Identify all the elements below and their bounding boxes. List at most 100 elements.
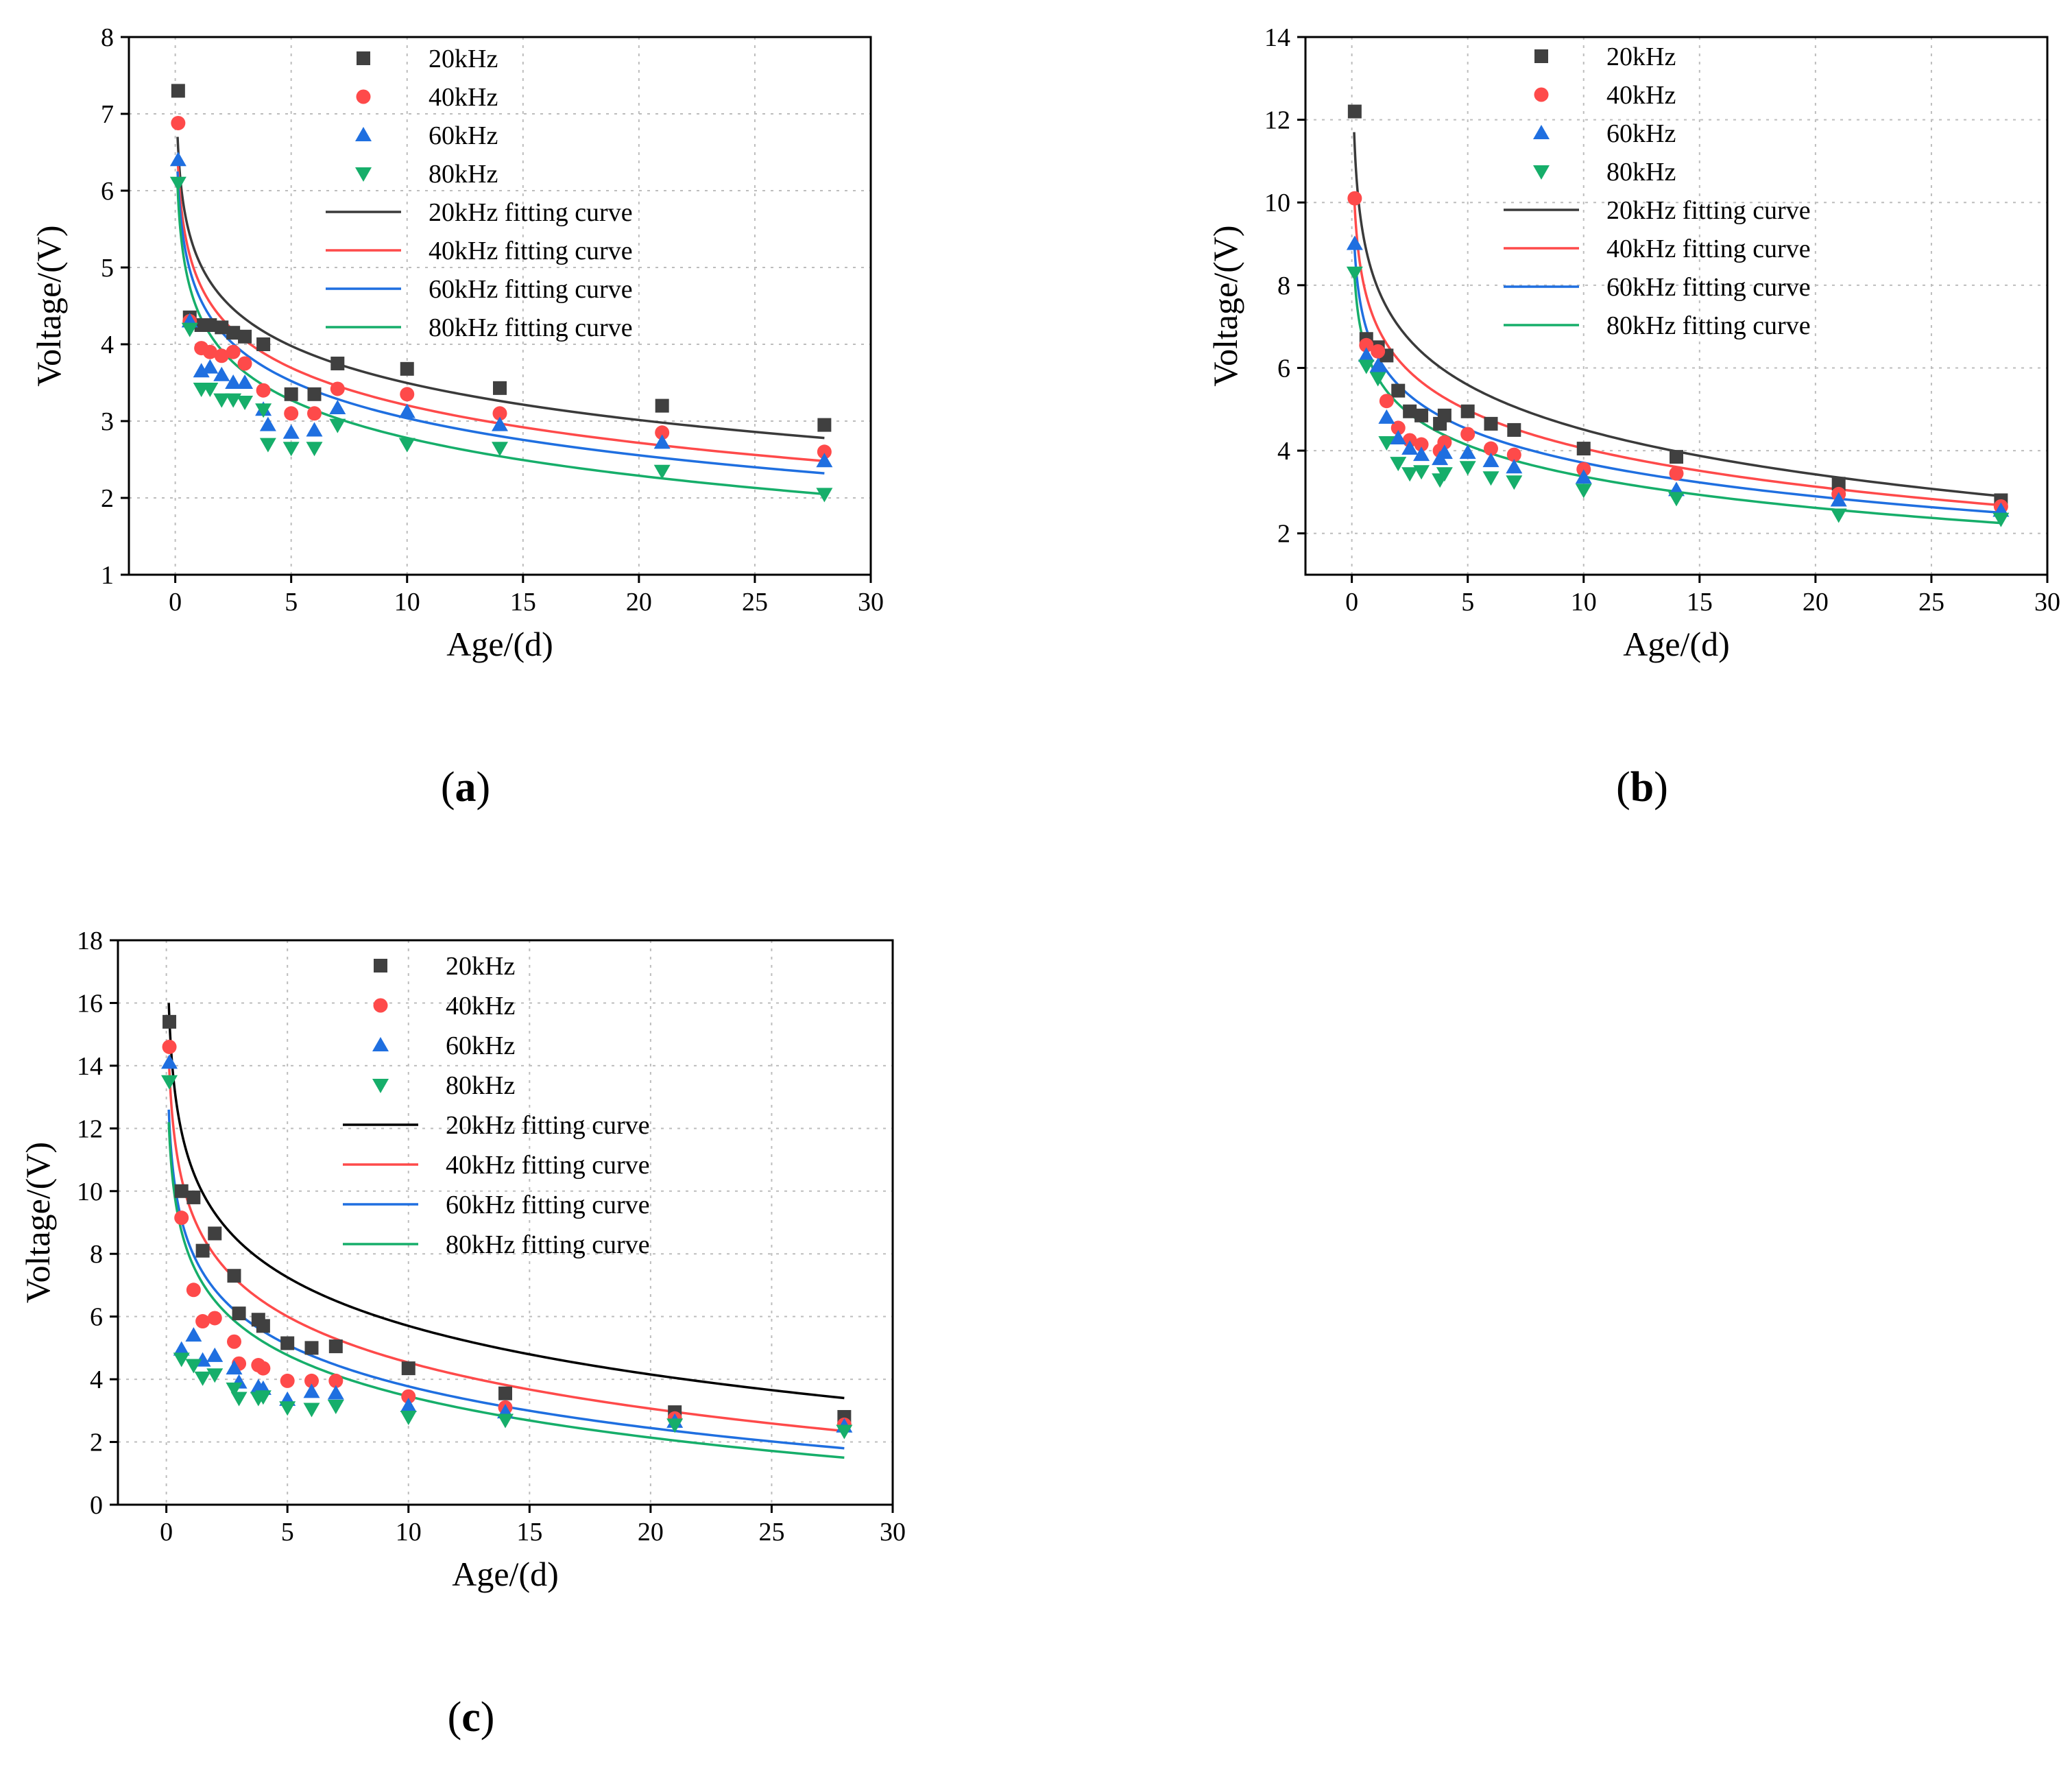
chart-panel-a: 0 5 10 15 20 25 30 1 2 3 4 5 6 7 8 Age/(d) Voltage/(V) 20… [29, 23, 884, 811]
x-axis-title: Age/(d) [1623, 625, 1730, 663]
point-20kHz [817, 418, 832, 432]
point-80kHz [1346, 266, 1363, 281]
point-60kHz [327, 1385, 344, 1400]
point-80kHz [329, 418, 346, 433]
point-40kHz [492, 406, 507, 421]
legend-label: 60kHz [1606, 119, 1676, 148]
x-tick-label: 10 [1571, 588, 1597, 617]
point-40kHz [214, 348, 229, 363]
y-tick-label: 16 [77, 989, 103, 1018]
legend-label: 20kHz [446, 952, 515, 981]
point-40kHz [1359, 337, 1374, 353]
point-20kHz [1484, 416, 1498, 431]
x-tick-label: 15 [1687, 588, 1713, 617]
point-60kHz [398, 403, 415, 418]
point-80kHz [225, 393, 242, 408]
legend-marker-80kHz [355, 167, 372, 182]
point-20kHz [1437, 408, 1451, 422]
x-tick-label: 15 [516, 1518, 542, 1547]
legend-label: 80kHz fitting curve [1606, 311, 1811, 340]
point-80kHz [169, 176, 186, 191]
legend-label: 40kHz [446, 992, 515, 1021]
data-points [1346, 104, 2010, 527]
point-60kHz [206, 1347, 224, 1362]
legend-marker-20kHz [357, 51, 370, 65]
point-40kHz [817, 444, 832, 460]
point-20kHz [304, 1341, 319, 1355]
point-40kHz [174, 1210, 189, 1226]
point-60kHz [303, 1383, 320, 1398]
y-tick-label: 12 [1264, 106, 1290, 135]
point-20kHz [280, 1336, 295, 1350]
point-40kHz [1390, 420, 1406, 435]
point-80kHz [230, 1392, 248, 1407]
legend-label: 60kHz fitting curve [429, 275, 633, 304]
point-80kHz [1401, 467, 1419, 482]
x-tick-label: 5 [281, 1518, 294, 1547]
legend-marker-60kHz [355, 127, 372, 141]
legend-label: 60kHz fitting curve [1606, 273, 1811, 302]
point-80kHz [1358, 359, 1375, 374]
point-60kHz [282, 424, 300, 439]
point-40kHz [186, 1282, 201, 1298]
point-20kHz [162, 1014, 177, 1029]
point-40kHz [307, 406, 322, 421]
point-20kHz [174, 1184, 189, 1198]
grid-lines [1305, 37, 2047, 575]
point-80kHz [1506, 475, 1523, 490]
point-80kHz [213, 393, 230, 408]
legend-label: 20kHz fitting curve [446, 1111, 650, 1140]
point-80kHz [282, 442, 300, 457]
point-40kHz [1669, 466, 1684, 481]
point-20kHz [171, 84, 185, 98]
point-80kHz [653, 464, 671, 479]
point-60kHz [161, 1054, 178, 1069]
legend-label: 80kHz [446, 1071, 515, 1100]
point-60kHz [1358, 347, 1375, 362]
point-40kHz [1437, 435, 1452, 450]
point-60kHz [226, 1360, 243, 1375]
caption-c: (c) [448, 1694, 495, 1741]
point-60kHz [653, 434, 671, 449]
y-tick-label: 4 [1277, 437, 1290, 466]
point-80kHz [1436, 467, 1453, 482]
y-tick-label: 7 [101, 100, 114, 129]
point-40kHz [227, 1334, 241, 1349]
legend-label: 40kHz fitting curve [429, 237, 633, 265]
y-tick-label: 10 [77, 1178, 103, 1206]
y-tick-label: 14 [1264, 23, 1290, 52]
y-tick-label: 10 [1264, 189, 1290, 217]
fit-curve-80kHz [176, 187, 825, 496]
point-40kHz [195, 1314, 210, 1329]
y-tick-label: 8 [90, 1240, 103, 1269]
x-tick-label: 0 [169, 588, 182, 617]
legend-marker-60kHz [1533, 125, 1550, 139]
x-tick-label: 25 [742, 588, 768, 617]
y-tick-label: 14 [77, 1052, 103, 1081]
legend: 20kHz 40kHz 60kHz 80kHz 20kHz fitting curve 4… [326, 45, 633, 342]
point-20kHz [493, 381, 507, 395]
y-tick-label: 4 [101, 331, 114, 359]
caption-a: (a) [441, 764, 490, 811]
axis-ticks: 0 5 10 15 20 25 30 1 2 3 4 5 6 7 8 [101, 23, 884, 617]
point-60kHz [1413, 446, 1430, 462]
point-60kHz [169, 152, 186, 167]
point-60kHz [1482, 453, 1499, 468]
y-tick-label: 6 [101, 177, 114, 206]
point-20kHz [1414, 408, 1429, 422]
x-tick-label: 5 [285, 588, 298, 617]
point-60kHz [237, 374, 254, 389]
point-80kHz [173, 1352, 190, 1368]
x-tick-label: 0 [1345, 588, 1358, 617]
legend-label: 20kHz fitting curve [1606, 196, 1811, 225]
fit-curve-80kHz [167, 1122, 845, 1459]
y-axis-title: Voltage/(V) [19, 1142, 57, 1303]
plot-frame [117, 939, 894, 1506]
legend: 20kHz 40kHz 60kHz 80kHz 20kHz fitting curve 4… [343, 952, 650, 1259]
point-40kHz [280, 1373, 295, 1388]
axis-ticks: 0 5 10 15 20 25 30 0 2 4 6 8 10 12 14 16 18 [77, 927, 906, 1547]
fitting-curves [167, 1003, 845, 1459]
point-40kHz [256, 1361, 271, 1376]
x-tick-label: 10 [394, 588, 420, 617]
point-20kHz [655, 398, 669, 413]
